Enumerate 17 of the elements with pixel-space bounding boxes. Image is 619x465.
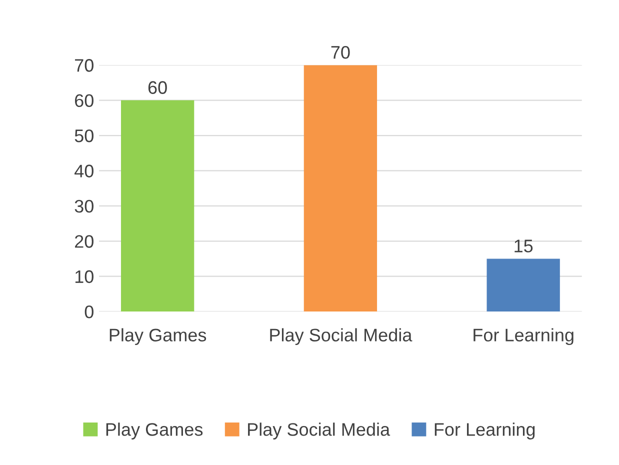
data-label: 15	[514, 240, 533, 252]
y-tick-label: 0	[84, 305, 94, 318]
y-tick-label: 20	[75, 235, 94, 248]
y-tick-label: 50	[74, 129, 94, 142]
y-tick-label: 60	[75, 94, 94, 108]
legend-label: Play Games	[106, 422, 203, 440]
x-tick-label: Play Games	[110, 328, 206, 346]
data-label: 70	[331, 46, 350, 59]
y-tick-label: 30	[74, 200, 94, 213]
x-tick-label: Play Social Media	[270, 328, 412, 346]
y-tick-label: 70	[75, 59, 94, 72]
x-tick-label: For Learning	[474, 328, 574, 346]
y-tick-label: 40	[74, 164, 94, 178]
legend-label: Play Social Media	[248, 422, 390, 440]
data-label: 60	[148, 81, 167, 94]
y-tick-label: 10	[75, 270, 94, 284]
legend-label: For Learning	[434, 422, 535, 440]
